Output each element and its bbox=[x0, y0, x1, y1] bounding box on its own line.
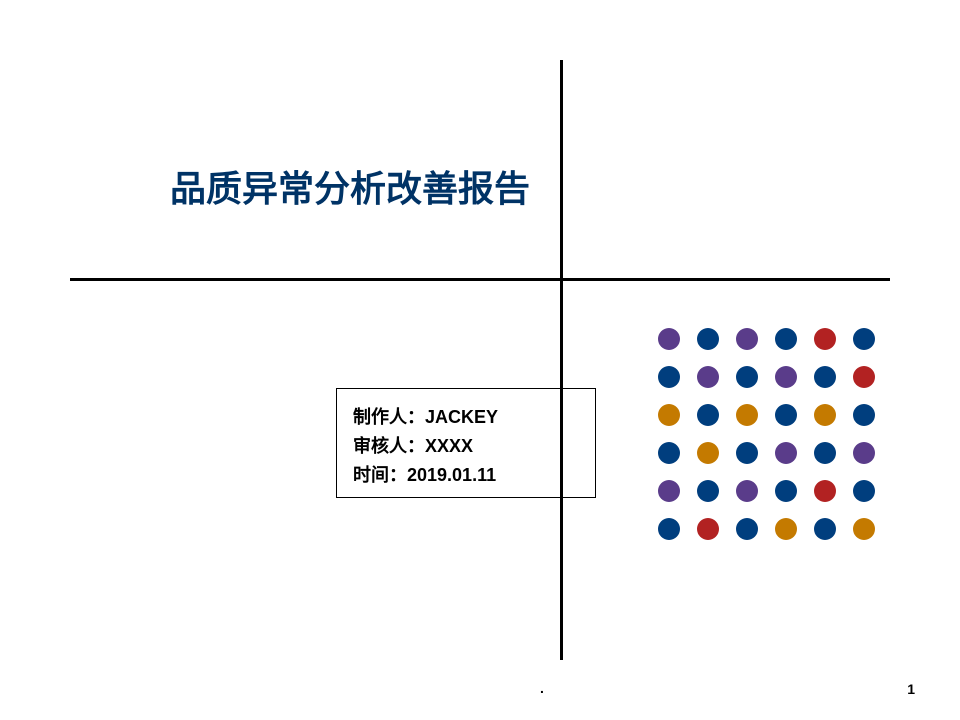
dot-icon bbox=[736, 480, 758, 502]
page-title: 品质异常分析改善报告 bbox=[170, 160, 530, 212]
date-line: 时间：2019.01.11 bbox=[353, 461, 579, 490]
dot-icon bbox=[775, 366, 797, 388]
horizontal-divider bbox=[70, 278, 890, 281]
dot-icon bbox=[814, 518, 836, 540]
page-number: 1 bbox=[907, 681, 915, 697]
dot-icon bbox=[697, 404, 719, 426]
dot-icon bbox=[697, 480, 719, 502]
dot-icon bbox=[853, 328, 875, 350]
dot-icon bbox=[658, 518, 680, 540]
dot-icon bbox=[658, 328, 680, 350]
dot-row bbox=[658, 366, 875, 388]
dot-icon bbox=[736, 442, 758, 464]
dot-icon bbox=[814, 328, 836, 350]
dot-icon bbox=[736, 328, 758, 350]
reviewer-label: 审核人： bbox=[353, 436, 425, 456]
dot-icon bbox=[736, 518, 758, 540]
dot-icon bbox=[814, 404, 836, 426]
date-value: 2019.01.11 bbox=[407, 465, 496, 485]
dot-icon bbox=[697, 518, 719, 540]
date-label: 时间： bbox=[353, 465, 407, 485]
author-value: JACKEY bbox=[425, 407, 498, 427]
author-label: 制作人： bbox=[353, 407, 425, 427]
dot-icon bbox=[814, 480, 836, 502]
dot-icon bbox=[697, 366, 719, 388]
decorative-dot-grid bbox=[658, 328, 875, 556]
dot-icon bbox=[697, 328, 719, 350]
dot-icon bbox=[814, 366, 836, 388]
dot-icon bbox=[775, 328, 797, 350]
author-line: 制作人：JACKEY bbox=[353, 403, 579, 432]
dot-icon bbox=[736, 366, 758, 388]
dot-icon bbox=[853, 442, 875, 464]
dot-icon bbox=[853, 366, 875, 388]
dot-row bbox=[658, 442, 875, 464]
dot-icon bbox=[853, 404, 875, 426]
dot-icon bbox=[697, 442, 719, 464]
dot-row bbox=[658, 518, 875, 540]
dot-icon bbox=[775, 518, 797, 540]
dot-icon bbox=[814, 442, 836, 464]
dot-row bbox=[658, 480, 875, 502]
dot-icon bbox=[853, 480, 875, 502]
dot-icon bbox=[736, 404, 758, 426]
dot-icon bbox=[775, 442, 797, 464]
info-box: 制作人：JACKEY 审核人：XXXX 时间：2019.01.11 bbox=[336, 388, 596, 498]
dot-row bbox=[658, 328, 875, 350]
reviewer-line: 审核人：XXXX bbox=[353, 432, 579, 461]
dot-icon bbox=[775, 480, 797, 502]
footer-dot: . bbox=[540, 680, 544, 696]
dot-icon bbox=[658, 366, 680, 388]
dot-icon bbox=[775, 404, 797, 426]
reviewer-value: XXXX bbox=[425, 436, 473, 456]
vertical-divider bbox=[560, 60, 563, 660]
dot-icon bbox=[658, 404, 680, 426]
dot-row bbox=[658, 404, 875, 426]
dot-icon bbox=[658, 442, 680, 464]
dot-icon bbox=[658, 480, 680, 502]
dot-icon bbox=[853, 518, 875, 540]
